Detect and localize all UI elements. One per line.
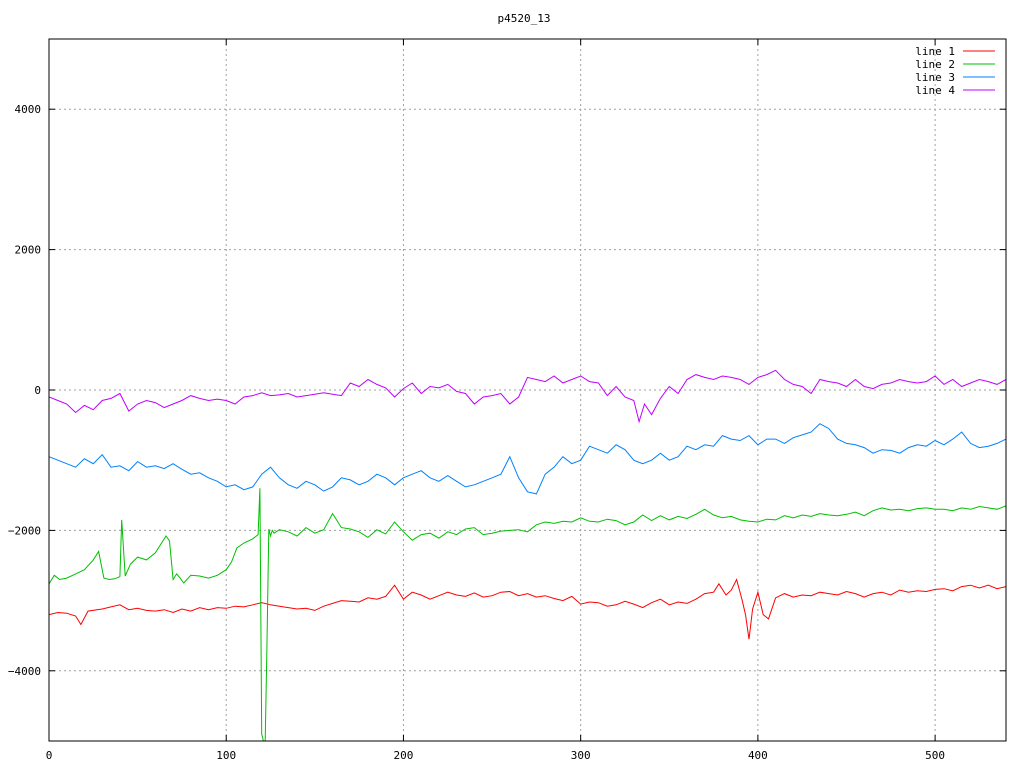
grid <box>49 39 1006 741</box>
legend-label-2: line 2 <box>915 58 955 71</box>
x-tick-label: 500 <box>925 749 945 762</box>
legend-label-1: line 1 <box>915 45 955 58</box>
chart-title: p4520_13 <box>498 12 551 25</box>
series-line-3 <box>49 423 1006 495</box>
y-tick-label: 0 <box>34 384 41 397</box>
series-line-2 <box>49 488 1006 741</box>
legend-label-3: line 3 <box>915 71 955 84</box>
x-tick-label: 400 <box>748 749 768 762</box>
y-tick-label: 4000 <box>15 103 42 116</box>
x-tick-label: 300 <box>571 749 591 762</box>
x-tick-label: 200 <box>394 749 414 762</box>
x-tick-label: 100 <box>216 749 236 762</box>
y-tick-label: 2000 <box>15 244 42 257</box>
series-group <box>49 369 1006 741</box>
series-line-1 <box>49 578 1006 640</box>
legend-label-4: line 4 <box>915 84 955 97</box>
y-tick-label: −2000 <box>8 524 41 537</box>
axis-ticks: 0 100 200 300 400 500 −4000 −2000 0 2000 4000 <box>8 39 1006 762</box>
y-tick-label: −4000 <box>8 665 41 678</box>
x-tick-label: 0 <box>46 749 53 762</box>
series-line-4 <box>49 369 1006 424</box>
